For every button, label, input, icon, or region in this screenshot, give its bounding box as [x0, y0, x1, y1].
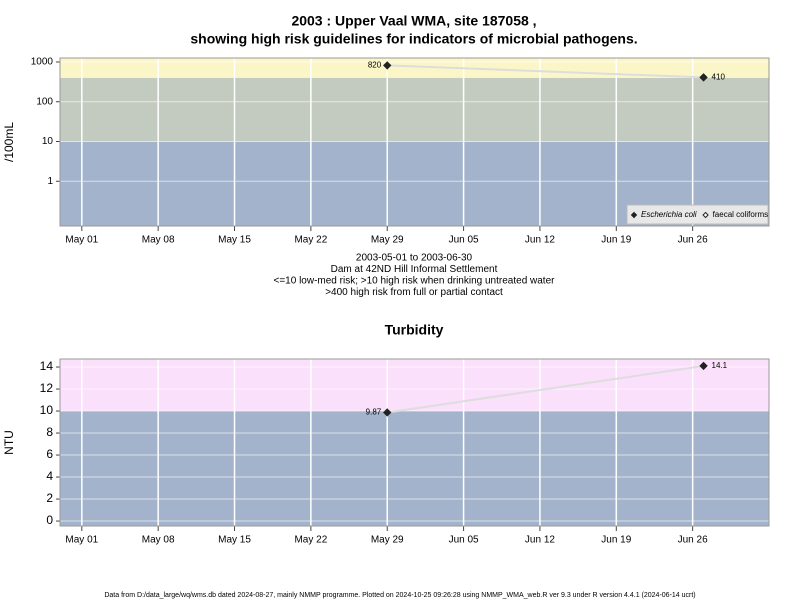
data-label: 820	[368, 61, 382, 70]
legend-marker	[630, 211, 638, 219]
data-label: 9.87	[366, 408, 382, 417]
legend-box	[626, 204, 769, 225]
x-tick-label: Jun 05	[449, 235, 479, 246]
note: <=10 low-med risk; >10 high risk when dr…	[274, 276, 556, 287]
risk-band	[60, 359, 769, 412]
data-label: 410	[712, 72, 726, 81]
y-tick-label: 12	[40, 381, 54, 395]
y-tick-label: 8	[46, 425, 53, 439]
x-tick-label: May 01	[65, 535, 98, 546]
x-tick-label: May 29	[371, 535, 404, 546]
risk-band	[60, 77, 769, 142]
y-tick-label: 10	[40, 403, 54, 417]
x-tick-label: May 22	[294, 235, 327, 246]
y-axis-label: /100mL	[2, 122, 16, 162]
plot-border	[59, 57, 770, 227]
x-tick-label: Jun 19	[601, 535, 631, 546]
plot-border	[59, 358, 770, 527]
note: Dam at 42ND Hill Informal Settlement	[331, 264, 498, 275]
y-tick-label: 1	[47, 176, 53, 187]
data-point	[383, 408, 392, 417]
y-tick-label: 2	[46, 491, 53, 505]
chart-title: showing high risk guidelines for indicat…	[190, 31, 637, 47]
x-tick-label: May 15	[218, 235, 251, 246]
chart-title: Turbidity	[385, 322, 444, 338]
y-tick-label: 10	[42, 136, 54, 147]
x-tick-label: Jun 12	[525, 535, 555, 546]
chart-title: 2003 : Upper Vaal WMA, site 187058 ,	[291, 13, 536, 29]
legend-label: Escherichia coli	[641, 210, 697, 219]
y-tick-label: 6	[46, 447, 53, 461]
x-tick-label: Jun 05	[449, 535, 479, 546]
footer: Data from D:/data_large/wq/wms.db dated …	[104, 592, 695, 599]
y-tick-label: 0	[46, 513, 53, 527]
y-tick-label: 1000	[31, 57, 54, 68]
data-point	[383, 61, 392, 70]
x-tick-label: May 29	[371, 235, 404, 246]
data-label: 14.1	[712, 361, 728, 370]
legend-marker	[702, 211, 709, 219]
x-tick-label: May 15	[218, 535, 251, 546]
x-tick-label: May 01	[65, 235, 98, 246]
y-tick-label: 14	[40, 359, 54, 373]
x-tick-label: Jun 26	[678, 535, 708, 546]
series-line	[387, 364, 704, 414]
series-line	[387, 64, 704, 79]
data-point	[699, 73, 708, 82]
x-tick-label: May 08	[142, 535, 175, 546]
y-tick-label: 4	[46, 469, 53, 483]
note: 2003-05-01 to 2003-06-30	[356, 253, 473, 264]
x-tick-label: Jun 12	[525, 235, 555, 246]
data-point	[699, 361, 708, 371]
y-tick-label: 100	[36, 96, 53, 107]
risk-band	[60, 411, 769, 526]
x-tick-label: Jun 19	[601, 235, 631, 246]
x-tick-label: Jun 26	[678, 235, 708, 246]
x-tick-label: May 08	[142, 235, 175, 246]
x-tick-label: May 22	[294, 535, 327, 546]
y-axis-label: NTU	[2, 430, 16, 455]
note: >400 high risk from full or partial cont…	[325, 287, 503, 298]
legend-label: faecal coliforms	[713, 210, 769, 219]
